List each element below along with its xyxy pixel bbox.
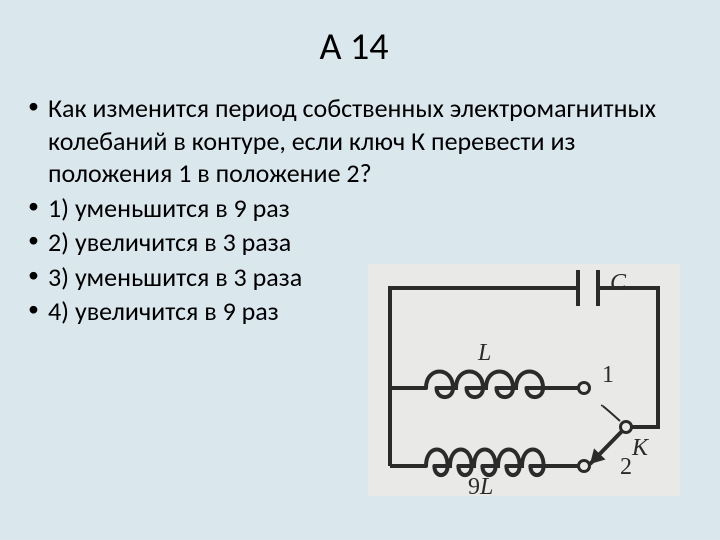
circuit-diagram: C L 9L 1 2K xyxy=(368,264,680,496)
option-1: 1) уменьшится в 9 раз xyxy=(28,192,368,225)
svg-text:K: K xyxy=(631,435,650,461)
svg-text:C: C xyxy=(610,270,627,296)
svg-text:L: L xyxy=(477,340,491,366)
svg-text:1: 1 xyxy=(602,362,614,388)
option-4: 4) увеличится в 9 раз xyxy=(28,295,368,328)
option-3: 3) уменьшится в 3 раза xyxy=(28,261,368,294)
svg-text:2: 2 xyxy=(620,454,632,480)
slide-title: А 14 xyxy=(28,24,680,70)
svg-text:9L: 9L xyxy=(468,474,493,496)
question-text: Как изменится период собственных электро… xyxy=(28,92,668,190)
option-2: 2) увеличится в 3 раза xyxy=(28,226,368,259)
